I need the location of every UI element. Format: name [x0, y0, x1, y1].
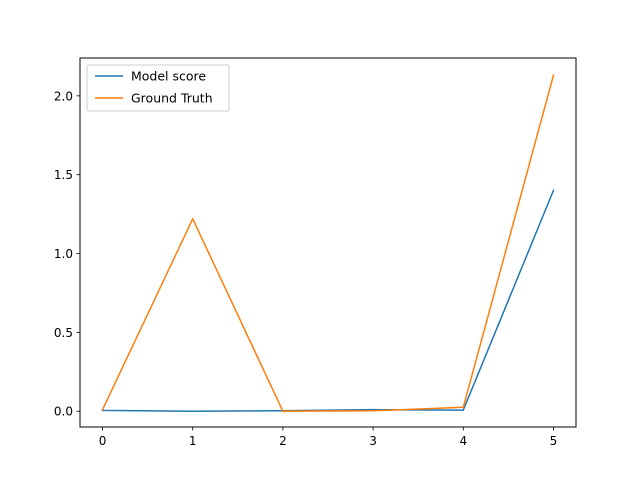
x-tick-label: 0 [99, 434, 107, 448]
data-point-ground-truth-5 [552, 74, 555, 77]
x-axis: 0 1 2 3 4 5 [99, 427, 558, 448]
legend: Model score Ground Truth [86, 64, 230, 112]
data-point-ground-truth-1 [191, 218, 194, 220]
x-tick-label: 3 [369, 434, 377, 448]
x-tick-label: 1 [189, 434, 197, 448]
y-tick-label: 1.5 [54, 168, 73, 182]
data-point-ground-truth-3 [372, 410, 374, 412]
x-tick-label: 4 [459, 434, 467, 448]
y-tick-label: 0.5 [54, 326, 73, 340]
data-point-ground-truth-4 [462, 406, 465, 409]
series-line-model-score [101, 189, 555, 412]
y-tick-label: 0.0 [54, 405, 73, 419]
series-line-ground-truth [101, 74, 555, 412]
legend-label-model-score: Model score [131, 69, 206, 84]
x-tick-label: 5 [550, 434, 558, 448]
y-tick-label: 1.0 [54, 247, 73, 261]
series-layer [101, 74, 555, 412]
data-point-model-score-1 [191, 410, 194, 412]
data-point-model-score-5 [552, 189, 555, 192]
data-point-ground-truth-0 [101, 408, 104, 411]
y-tick-label: 2.0 [54, 89, 73, 103]
plot-frame [79, 57, 577, 428]
y-axis: 0.0 0.5 1.0 1.5 2.0 [54, 89, 80, 419]
data-point-model-score-4 [462, 409, 465, 411]
x-tick-label: 2 [279, 434, 287, 448]
legend-label-ground-truth: Ground Truth [131, 91, 213, 106]
data-point-ground-truth-2 [282, 410, 284, 412]
